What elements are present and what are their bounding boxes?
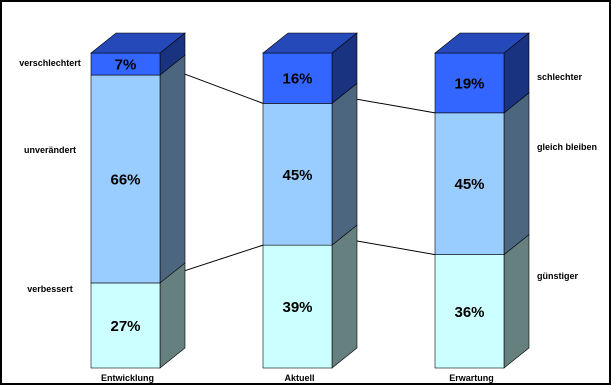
category-label-1: Aktuell — [284, 373, 314, 383]
bar-segment-2-1 — [434, 112, 505, 255]
right-label-1: gleich bleiben — [537, 142, 597, 152]
right-label-0: günstiger — [537, 271, 578, 281]
category-label-2: Erwartung — [449, 373, 494, 383]
data-label-2-0: 36% — [454, 304, 484, 321]
category-label-0: Entwicklung — [101, 373, 154, 383]
left-label-2: verschlechtert — [19, 58, 81, 68]
data-label-0-1: 66% — [110, 172, 140, 189]
bar-top-1 — [262, 32, 358, 54]
data-label-1-2: 16% — [282, 71, 312, 88]
left-labels-group: verbessert unverändert verschlechtert — [19, 58, 81, 294]
data-label-2-2: 19% — [454, 75, 484, 92]
bar-side-2-1 — [503, 92, 530, 256]
bar-segment-1-1 — [262, 103, 333, 246]
data-label-0-0: 27% — [110, 318, 140, 335]
bar-top-0 — [90, 32, 186, 54]
bar-segment-2-2 — [434, 52, 505, 114]
bar-segment-0-0 — [90, 282, 161, 369]
data-label-1-0: 39% — [282, 299, 312, 316]
data-label-2-1: 45% — [454, 176, 484, 193]
bar-top-2 — [434, 32, 530, 54]
category-labels-group: Entwicklung Aktuell Erwartung — [101, 373, 494, 383]
bar-side-2-0 — [503, 233, 530, 369]
right-labels-group: günstiger gleich bleiben schlechter — [537, 72, 597, 281]
data-labels-group: 27% 66% 7% 39% 45% 16% 36% 45% 19% — [110, 57, 484, 335]
bars-group — [90, 32, 530, 369]
bar-side-0-1 — [159, 54, 186, 284]
left-label-1: unverändert — [24, 145, 76, 155]
data-label-1-1: 45% — [282, 167, 312, 184]
left-label-0: verbessert — [27, 284, 73, 294]
bar-side-1-0 — [331, 224, 358, 369]
right-label-2: schlechter — [537, 72, 583, 82]
data-label-0-2: 7% — [115, 57, 137, 74]
bar-segment-1-0 — [262, 244, 333, 369]
bar-side-1-1 — [331, 82, 358, 246]
